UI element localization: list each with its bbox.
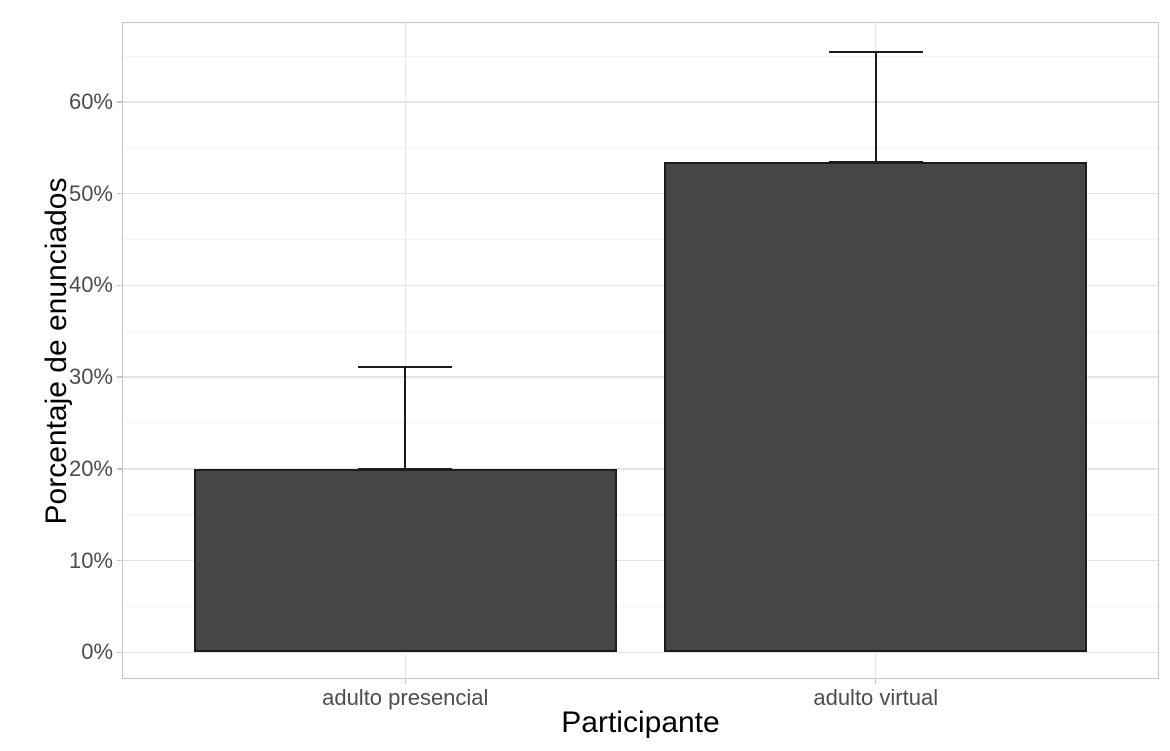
y-tick-label: 50%: [68, 180, 113, 206]
x-tick-mark: [404, 678, 407, 684]
y-tick-label: 20%: [68, 455, 113, 481]
y-tick-mark: [117, 468, 123, 470]
minor-gridline: [123, 330, 1158, 332]
y-axis-title: Porcentaje de enunciados: [40, 177, 73, 524]
x-tick-mark: [874, 678, 877, 684]
major-gridline: [123, 468, 1158, 470]
error-bar-stem: [404, 367, 407, 469]
error-bar-stem: [874, 52, 877, 163]
y-tick-mark: [117, 284, 123, 287]
y-tick-label: 30%: [68, 364, 113, 390]
major-gridline: [123, 559, 1158, 562]
y-tick-label: 0%: [81, 639, 113, 665]
minor-gridline: [123, 238, 1158, 240]
major-gridline: [123, 284, 1158, 287]
panel-border: [121, 21, 1159, 679]
category-gridline: [404, 23, 407, 678]
x-tick-label: adulto presencial: [322, 685, 489, 710]
y-tick-label: 60%: [68, 88, 113, 114]
y-tick-mark: [117, 376, 123, 378]
minor-gridline: [123, 514, 1158, 516]
major-gridline: [123, 101, 1158, 103]
minor-gridline: [123, 55, 1158, 57]
y-tick-mark: [117, 651, 123, 654]
error-bar-cap-lower: [358, 467, 453, 470]
y-tick-label: 40%: [68, 272, 113, 298]
y-tick-label: 10%: [68, 547, 113, 573]
x-tick-label: adulto virtual: [813, 685, 939, 710]
bar-adulto-presencial: [193, 468, 617, 653]
y-tick-mark: [117, 559, 123, 562]
major-gridline: [123, 376, 1158, 378]
y-tick-mark: [117, 192, 123, 195]
error-bar-cap-upper: [358, 366, 453, 368]
bar-adulto-virtual: [664, 162, 1088, 653]
minor-gridline: [123, 605, 1158, 607]
minor-gridline: [123, 422, 1158, 424]
major-gridline: [123, 192, 1158, 195]
major-gridline: [123, 651, 1158, 654]
error-bar-cap-lower: [828, 161, 923, 164]
y-tick-mark: [117, 101, 123, 103]
x-axis-title: Participante: [561, 706, 720, 739]
error-bar-cap-upper: [828, 51, 923, 54]
minor-gridline: [123, 147, 1158, 149]
